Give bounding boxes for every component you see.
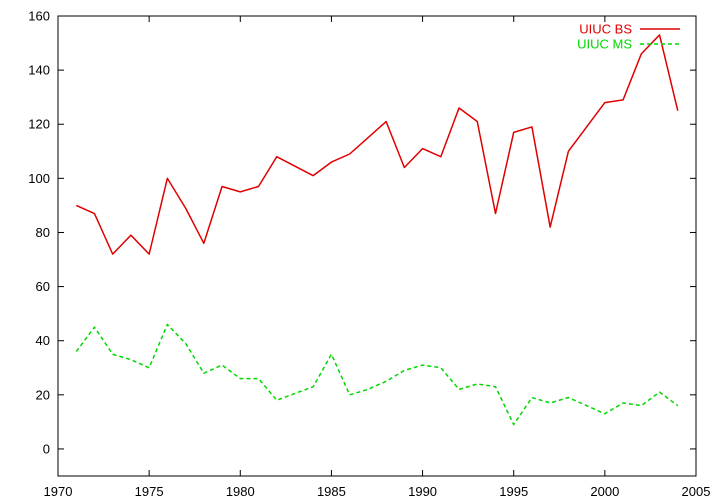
y-tick-label: 20: [36, 387, 50, 402]
x-tick-label: 1980: [226, 484, 255, 499]
legend-label: UIUC BS: [579, 22, 632, 37]
x-tick-label: 1985: [317, 484, 346, 499]
y-tick-label: 160: [28, 9, 50, 24]
axes: 0 20 40 60 80 100 120 140 160 1970 1975 1980 1985 199…: [28, 9, 710, 500]
x-tick-label: 2000: [590, 484, 619, 499]
legend-label: UIUC MS: [577, 37, 632, 52]
y-tick-label: 80: [36, 225, 50, 240]
x-tick-label: 2005: [682, 484, 711, 499]
x-tick-label: 1970: [44, 484, 73, 499]
y-tick-label: 140: [28, 63, 50, 78]
y-tick-label: 60: [36, 279, 50, 294]
y-tick-label: 120: [28, 117, 50, 132]
y-tick-label: 100: [28, 171, 50, 186]
series-line-uiuc-bs: [75, 34, 679, 255]
x-tick-label: 1990: [408, 484, 437, 499]
series-line-uiuc-ms: [75, 323, 679, 426]
x-tick-label: 1975: [135, 484, 164, 499]
plot-frame: [57, 15, 697, 477]
y-tick-label: 40: [36, 333, 50, 348]
x-tick-label: 1995: [499, 484, 528, 499]
series-layer: [75, 34, 679, 426]
y-tick-label: 0: [43, 441, 50, 456]
